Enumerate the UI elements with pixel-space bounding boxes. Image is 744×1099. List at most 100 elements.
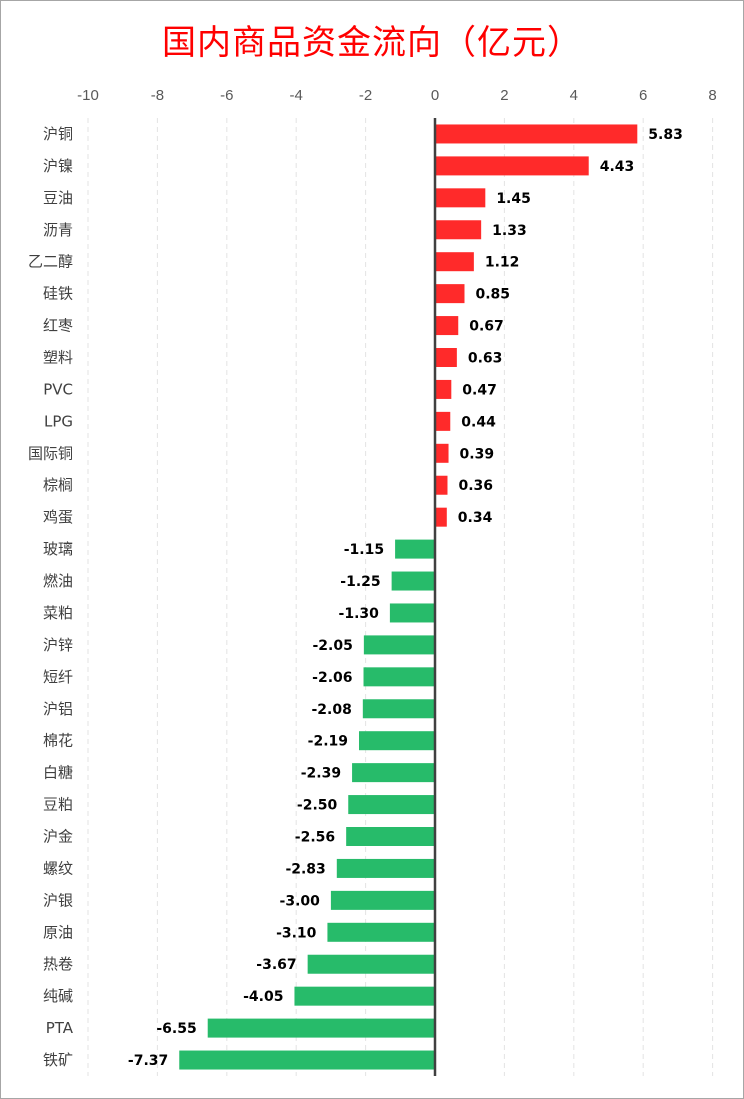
category-label: 沪铜 [43,125,73,143]
data-label: 5.83 [648,127,683,143]
category-label: 硅铁 [43,285,73,303]
category-label: 沪锌 [43,636,73,654]
data-label: -2.08 [311,702,351,718]
category-label: 铁矿 [43,1051,73,1069]
bar [363,667,435,687]
category-label: LPG [44,412,73,430]
chart-title: 国内商品资金流向（亿元） [162,23,582,63]
data-label: 1.12 [485,255,520,271]
x-tick-label: -2 [359,87,372,104]
bar [435,475,448,495]
bar [395,539,435,559]
bar [362,699,435,719]
bar [359,731,435,751]
bar [336,858,435,878]
category-label: 沥青 [43,221,73,239]
category-label: 白糖 [43,764,73,782]
x-tick-label: 6 [639,87,647,104]
bar [294,986,435,1006]
bar [435,507,447,527]
bar [435,188,486,208]
x-tick-label: 2 [500,87,508,104]
category-label: 沪金 [43,828,73,846]
data-label: -4.05 [243,989,283,1005]
data-label: 0.67 [469,319,504,335]
category-label: 国际铜 [28,444,73,462]
data-label: -2.50 [297,798,338,814]
bar [435,379,452,399]
category-label: 沪镍 [43,157,73,175]
bar [391,571,435,591]
category-label: 原油 [43,923,73,941]
bar [179,1050,435,1070]
data-label: -7.37 [128,1053,168,1069]
bar [435,252,474,272]
category-label: PVC [43,380,73,398]
bar [327,922,435,942]
bar [435,443,449,463]
data-label: 1.33 [492,223,527,239]
data-label: -1.15 [344,542,384,558]
category-label: 乙二醇 [28,253,73,271]
category-label: 沪铝 [43,700,73,718]
category-label: 短纤 [43,668,73,686]
bar [207,1018,435,1038]
data-label: 0.34 [458,510,493,526]
data-label: 0.63 [468,351,503,367]
bar [346,827,435,846]
bar [363,635,435,655]
category-label: 螺纹 [43,859,73,877]
x-tick-label: 0 [431,87,439,104]
category-label: 红枣 [43,317,73,335]
data-label: -3.00 [280,893,321,909]
bar [435,220,482,240]
data-label: 1.45 [496,191,531,207]
data-label: -2.83 [285,861,325,877]
category-label: 豆油 [43,189,73,207]
data-label: -2.56 [295,830,335,846]
data-label: -3.67 [256,957,296,973]
data-label: -6.55 [156,1021,196,1037]
data-label: 0.39 [460,446,495,462]
category-label: 沪银 [43,891,73,909]
data-label: 0.85 [475,287,510,303]
bar [435,316,459,336]
data-label: -1.30 [339,606,380,622]
category-label: 豆粕 [43,796,73,814]
data-label: -2.39 [301,766,341,782]
category-label: 玻璃 [43,540,73,558]
bar [435,348,457,367]
x-tick-label: -10 [77,87,99,104]
x-tick-label: 8 [708,87,716,104]
x-tick-label: 4 [570,87,578,104]
bar [435,124,638,144]
category-label: 棕榈 [43,476,73,494]
category-label: 塑料 [43,349,73,367]
x-tick-label: -4 [290,87,303,104]
bar [330,890,435,910]
bar [435,156,589,176]
data-label: -3.10 [276,925,317,941]
data-label: 4.43 [600,159,635,175]
category-label: 燃油 [43,572,73,590]
bar [389,603,435,623]
bar [352,763,435,783]
bar [348,795,435,815]
data-label: 0.36 [458,478,493,494]
category-label: 棉花 [43,732,73,750]
category-label: 热卷 [43,955,73,973]
bar [435,284,465,304]
bar [435,411,451,431]
category-label: 菜粕 [43,604,73,622]
category-label: 纯碱 [43,987,73,1005]
category-label: 鸡蛋 [43,508,73,526]
data-label: 0.44 [461,414,496,430]
data-label: -2.06 [312,670,352,686]
bar [307,954,435,974]
data-label: -1.25 [340,574,380,590]
data-label: -2.19 [308,734,348,750]
data-label: 0.47 [462,382,497,398]
data-label: -2.05 [313,638,353,654]
